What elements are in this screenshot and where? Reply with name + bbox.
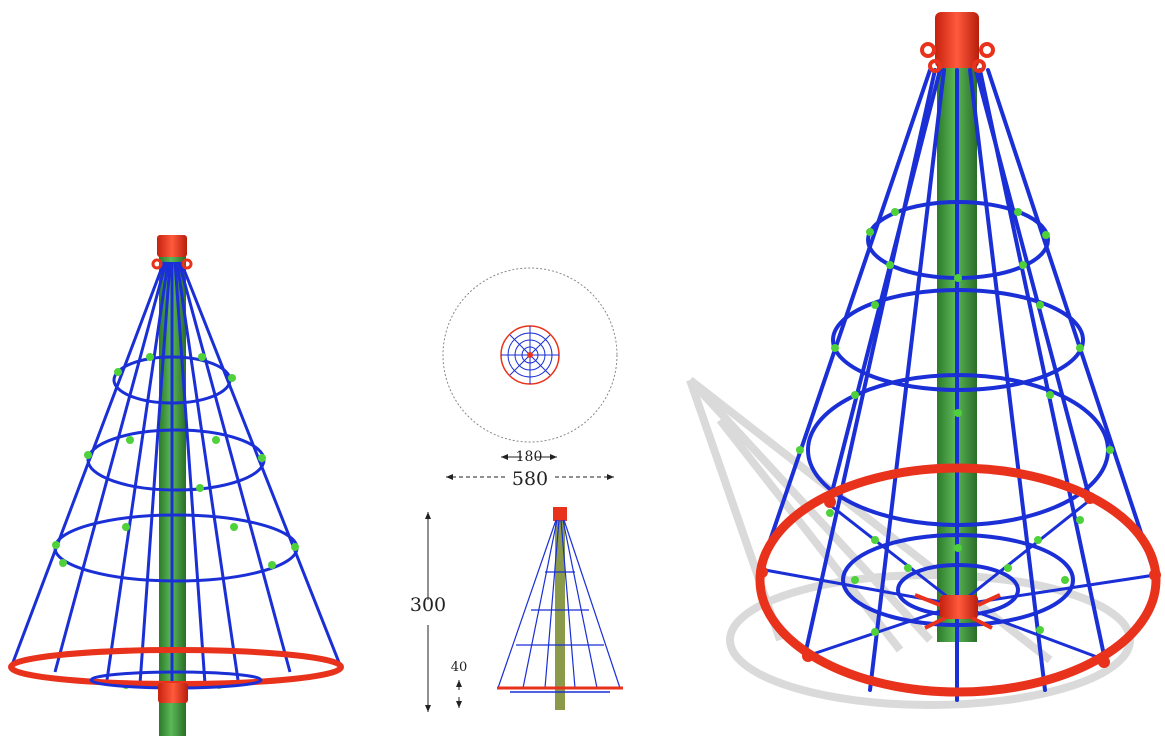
dimension-180: 180: [516, 449, 543, 465]
plan-view: [442, 267, 618, 443]
dimension-300: 300: [410, 594, 446, 616]
ring-clamps: [756, 492, 1161, 668]
plan-dimensions: 180 580: [446, 449, 614, 490]
dimension-580: 580: [512, 468, 548, 490]
cap-clamps: [920, 42, 995, 73]
cap-clamps: [151, 258, 193, 270]
base-hub: [914, 593, 1001, 630]
cone-frame: [10, 261, 342, 686]
base-spokes: [764, 498, 1156, 662]
elevation-view: [497, 507, 623, 710]
outer-footprint-circle: [442, 267, 618, 443]
front-view: [8, 235, 344, 736]
elevation-dimensions: 300 40: [410, 512, 467, 712]
joints: [796, 208, 1114, 636]
dimension-40: 40: [451, 660, 468, 675]
top-cap: [935, 12, 979, 68]
joints: [52, 353, 299, 689]
perspective-view: [686, 12, 1161, 709]
top-cap: [157, 235, 187, 257]
bottom-hub: [158, 683, 188, 703]
shadow: [686, 376, 1134, 709]
